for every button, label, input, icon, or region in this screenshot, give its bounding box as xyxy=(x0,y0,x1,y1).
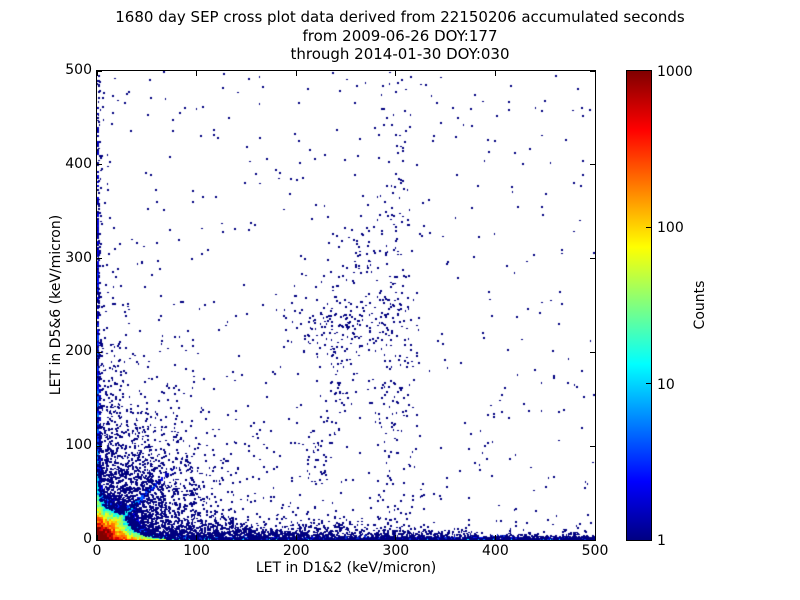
x-tick-mark xyxy=(196,535,198,540)
chart-title: 1680 day SEP cross plot data derived fro… xyxy=(0,8,800,64)
y-tick-mark xyxy=(97,445,102,447)
x-tick-mark xyxy=(96,535,98,540)
x-tick-mark xyxy=(594,535,596,540)
x-tick-label: 100 xyxy=(183,543,210,559)
title-line-3: through 2014-01-30 DOY:030 xyxy=(290,45,510,63)
x-tick-label: 200 xyxy=(282,543,310,559)
x-tick-mark-top xyxy=(594,71,596,76)
colorbar-tick-label: 1 xyxy=(657,533,666,549)
colorbar-tick-mark xyxy=(646,383,651,385)
colorbar-tick-label: 10 xyxy=(657,376,675,393)
y-tick-mark-right xyxy=(590,70,595,72)
y-tick-mark-right xyxy=(590,351,595,353)
y-tick-label: 200 xyxy=(65,343,92,360)
y-tick-mark-right xyxy=(590,258,595,260)
y-tick-mark xyxy=(97,351,102,353)
y-tick-label: 400 xyxy=(65,155,92,172)
colorbar-tick-label: 1000 xyxy=(657,64,693,80)
y-tick-mark-right xyxy=(590,539,595,541)
x-axis-label: LET in D1&2 (keV/micron) xyxy=(255,560,437,576)
title-line-1: 1680 day SEP cross plot data derived fro… xyxy=(115,8,685,26)
colorbar-label: Counts xyxy=(692,280,708,330)
x-tick-label: 0 xyxy=(92,543,102,559)
y-tick-mark xyxy=(97,258,102,260)
x-tick-mark-top xyxy=(196,71,198,76)
y-tick-mark xyxy=(97,164,102,166)
y-tick-label: 100 xyxy=(65,437,92,454)
x-tick-label: 400 xyxy=(482,543,509,559)
y-tick-mark xyxy=(97,70,102,72)
y-tick-label: 500 xyxy=(65,62,92,78)
scatter-heatmap-canvas xyxy=(97,71,595,540)
y-tick-mark xyxy=(97,539,102,541)
colorbar-tick-mark xyxy=(646,226,651,228)
y-tick-label: 0 xyxy=(83,531,92,547)
x-tick-mark xyxy=(295,535,297,540)
x-tick-mark-top xyxy=(494,71,496,76)
y-tick-label: 300 xyxy=(65,249,92,266)
colorbar-tick-label: 100 xyxy=(657,220,684,237)
y-axis-label: LET in D5&6 (keV/micron) xyxy=(48,214,64,396)
x-tick-mark-top xyxy=(395,71,397,76)
x-tick-mark-top xyxy=(295,71,297,76)
x-tick-mark-top xyxy=(96,71,98,76)
y-tick-mark-right xyxy=(590,164,595,166)
plot-area xyxy=(96,70,596,541)
x-tick-label: 300 xyxy=(382,543,410,559)
x-tick-mark xyxy=(395,535,397,540)
title-line-2: from 2009-06-26 DOY:177 xyxy=(302,26,498,45)
y-tick-mark-right xyxy=(590,445,595,447)
x-tick-label: 500 xyxy=(581,543,609,559)
x-tick-mark xyxy=(494,535,496,540)
colorbar xyxy=(626,70,652,541)
